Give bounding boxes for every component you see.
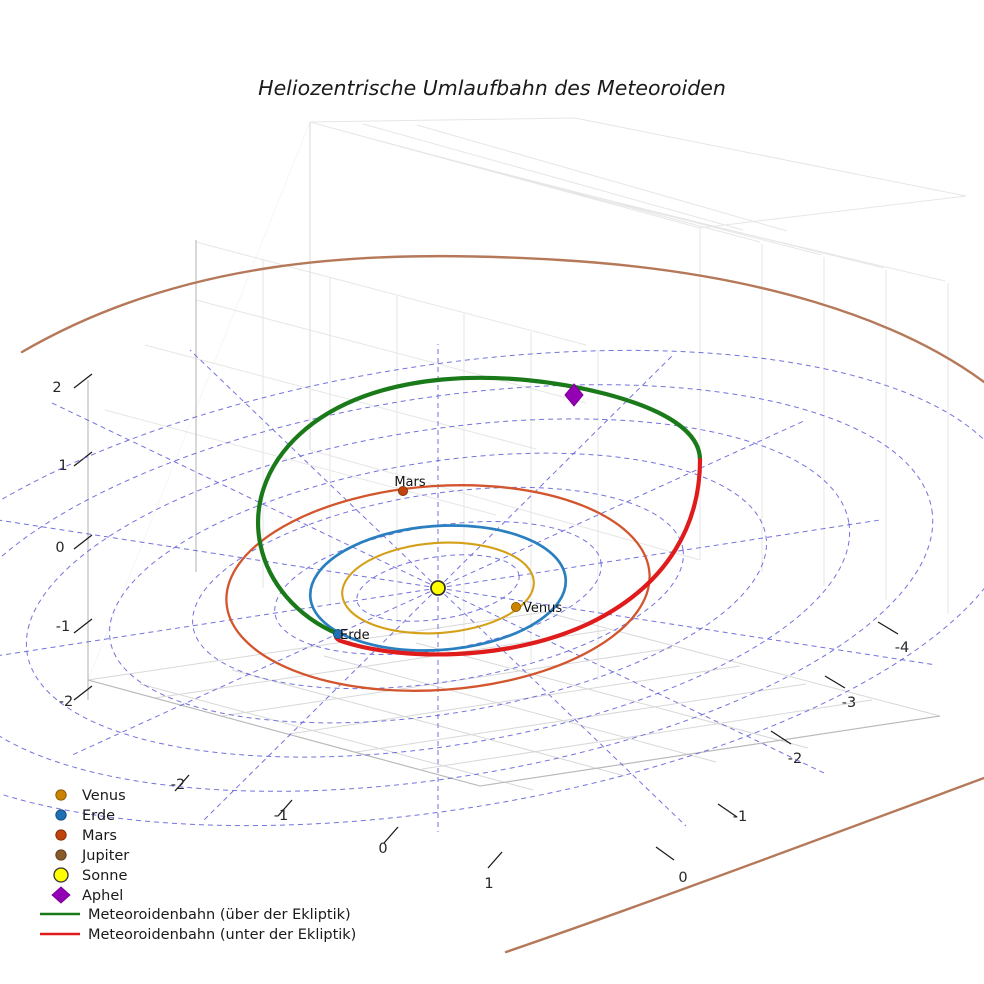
legend-marker-venus[interactable] [55, 789, 67, 801]
legend-label-erde[interactable]: Erde [82, 808, 115, 824]
x-axis-ticks: -2 -1 0 1 [171, 774, 503, 892]
legend-label-venus[interactable]: Venus [82, 788, 126, 804]
body-annotations: Mars Venus Erde [340, 475, 562, 643]
x-tick-label-2: 0 [378, 841, 387, 857]
z-tick-label-0: 2 [52, 380, 61, 396]
legend-label-sonne[interactable]: Sonne [82, 868, 127, 884]
jupiter-orbit-arc-top [20, 254, 984, 384]
legend-marker-sonne[interactable] [53, 867, 69, 883]
pane-gridlines [87, 117, 967, 791]
x-tick-label-1: -1 [274, 808, 288, 824]
legend-marker-jupiter[interactable] [55, 849, 67, 861]
aphel-marker-icon[interactable] [564, 383, 584, 407]
legend-label-jupiter[interactable]: Jupiter [81, 848, 129, 864]
legend-label-aphel[interactable]: Aphel [82, 888, 123, 904]
legend-marker-mars[interactable] [55, 829, 67, 841]
meteoroid-orbit-below-ecliptic [333, 457, 703, 657]
venus-orbit-ellipse [341, 541, 535, 635]
meteoroid-orbit [256, 375, 703, 657]
mars-marker-icon[interactable] [397, 485, 408, 496]
erde-orbit-ellipse [308, 524, 568, 652]
z-tick-label-4: -2 [59, 694, 73, 710]
y-tick-label-2: -2 [788, 751, 802, 767]
y-axis-ticks: 0 -1 -2 -3 -4 [655, 621, 909, 886]
erde-marker-icon[interactable] [332, 629, 343, 640]
x-tick-label-3: 1 [484, 876, 493, 892]
annotation-venus: Venus [523, 601, 562, 616]
annotation-erde: Erde [340, 628, 370, 643]
z-axis-ticks: 2 1 0 -1 -2 [52, 373, 93, 710]
annotation-mars: Mars [394, 475, 426, 490]
polar-grid [0, 344, 984, 832]
x-tick-label-0: -2 [171, 777, 185, 793]
venus-marker-icon[interactable] [510, 602, 521, 613]
mars-orbit-ellipse [225, 484, 651, 692]
y-tick-label-1: -1 [733, 809, 747, 825]
legend-label-mars[interactable]: Mars [82, 828, 117, 844]
legend-marker-erde[interactable] [55, 809, 67, 821]
planet-orbits [20, 254, 984, 954]
body-markers[interactable] [332, 383, 584, 640]
y-tick-label-3: -3 [842, 695, 856, 711]
axis-spines [87, 240, 941, 787]
sonne-marker-icon[interactable] [430, 580, 446, 596]
jupiter-orbit-arc-bottom [504, 776, 984, 954]
z-tick-label-3: -1 [56, 619, 70, 635]
meteoroid-orbit-above-ecliptic [256, 375, 703, 637]
legend-label-orbit-below[interactable]: Meteoroidenbahn (unter der Ekliptik) [88, 927, 356, 943]
y-tick-label-4: -4 [895, 640, 909, 656]
y-tick-label-0: 0 [678, 870, 687, 886]
legend[interactable]: Venus Erde Mars Jupiter Sonne Aphel Mete… [40, 788, 356, 943]
page-title: Heliozentrische Umlaufbahn des Meteoroid… [258, 76, 726, 100]
z-tick-label-1: 1 [58, 458, 67, 474]
legend-label-orbit-above[interactable]: Meteoroidenbahn (über der Ekliptik) [88, 907, 351, 923]
z-tick-label-2: 0 [55, 540, 64, 556]
legend-marker-aphel[interactable] [51, 886, 71, 904]
